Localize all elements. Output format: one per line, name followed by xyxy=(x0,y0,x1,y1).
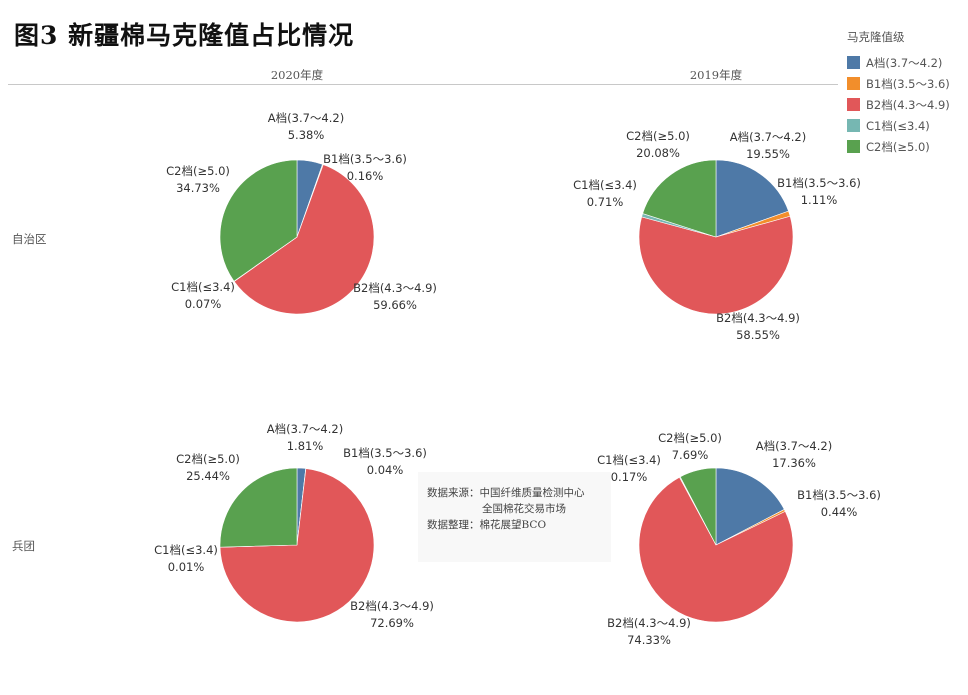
slice-category-label: C1档(≤3.4) xyxy=(573,178,637,192)
legend-label: B2档(4.3～4.9) xyxy=(866,97,950,112)
slice-category-label: B1档(3.5～3.6) xyxy=(343,446,427,460)
slice-category-label: B2档(4.3～4.9) xyxy=(716,311,800,325)
slice-value-label: 0.17% xyxy=(611,470,648,484)
column-header-2020: 2020年度 xyxy=(270,68,324,82)
slice-category-label: C2档(≥5.0) xyxy=(166,164,230,178)
row-header-corps: 兵团 xyxy=(12,539,35,553)
slice-category-label: B2档(4.3～4.9) xyxy=(353,281,437,295)
slice-value-label: 1.11% xyxy=(801,193,838,207)
pie-slice[interactable] xyxy=(679,467,717,546)
slice-category-label: C1档(≤3.4) xyxy=(597,453,661,467)
legend-swatch xyxy=(847,56,860,69)
slice-value-label: 5.38% xyxy=(288,128,325,142)
slice-category-label: A档(3.7～4.2) xyxy=(756,439,832,453)
slice-value-label: 20.08% xyxy=(636,146,680,160)
slice-value-label: 58.55% xyxy=(736,328,780,342)
pie-slice[interactable] xyxy=(219,159,298,282)
legend-item-c1[interactable]: C1档(≤3.4) xyxy=(847,115,950,136)
pie-slice[interactable] xyxy=(233,164,375,315)
slice-value-label: 59.66% xyxy=(373,298,417,312)
slice-category-label: B1档(3.5～3.6) xyxy=(323,152,407,166)
slice-category-label: B1档(3.5～3.6) xyxy=(797,488,881,502)
legend: 马克隆值级 A档(3.7～4.2) B1档(3.5～3.6) B2档(4.3～4… xyxy=(847,29,950,157)
header-divider xyxy=(8,84,838,85)
slice-category-label: C1档(≤3.4) xyxy=(154,543,218,557)
slice-category-label: C2档(≥5.0) xyxy=(658,431,722,445)
legend-item-b2[interactable]: B2档(4.3～4.9) xyxy=(847,94,950,115)
legend-swatch xyxy=(847,119,860,132)
slice-value-label: 17.36% xyxy=(772,456,816,470)
slice-value-label: 34.73% xyxy=(176,181,220,195)
slice-category-label: B2档(4.3～4.9) xyxy=(607,616,691,630)
slice-value-label: 0.04% xyxy=(367,463,404,477)
slice-value-label: 0.16% xyxy=(347,169,384,183)
slice-value-label: 74.33% xyxy=(627,633,671,647)
slice-category-label: C1档(≤3.4) xyxy=(171,280,235,294)
legend-item-c2[interactable]: C2档(≥5.0) xyxy=(847,136,950,157)
slice-category-label: A档(3.7～4.2) xyxy=(267,422,343,436)
chart-title: 图3 新疆棉马克隆值占比情况 xyxy=(14,21,355,50)
slice-value-label: 25.44% xyxy=(186,469,230,483)
source-note: 数据来源：中国纤维质量检测中心 全国棉花交易市场 数据整理：棉花展望BCO xyxy=(418,472,611,562)
slice-value-label: 1.81% xyxy=(287,439,324,453)
slice-category-label: C2档(≥5.0) xyxy=(626,129,690,143)
legend-label: A档(3.7～4.2) xyxy=(866,55,943,70)
slice-value-label: 0.71% xyxy=(587,195,624,209)
legend-item-b1[interactable]: B1档(3.5～3.6) xyxy=(847,73,950,94)
slice-category-label: C2档(≥5.0) xyxy=(176,452,240,466)
slice-value-label: 19.55% xyxy=(746,147,790,161)
slice-category-label: B1档(3.5～3.6) xyxy=(777,176,861,190)
note-source-2: 全国棉花交易市场 xyxy=(482,503,566,515)
row-header-region: 自治区 xyxy=(12,232,47,246)
legend-swatch xyxy=(847,140,860,153)
note-compiler: 数据整理：棉花展望BCO xyxy=(427,519,547,531)
slice-category-label: B2档(4.3～4.9) xyxy=(350,599,434,613)
pie-slice[interactable] xyxy=(638,476,794,623)
legend-item-a[interactable]: A档(3.7～4.2) xyxy=(847,52,950,73)
slice-category-label: A档(3.7～4.2) xyxy=(268,111,344,125)
note-source: 数据来源：中国纤维质量检测中心 xyxy=(427,487,585,499)
legend-title: 马克隆值级 xyxy=(847,30,905,44)
pie-slice[interactable] xyxy=(638,215,794,315)
slice-value-label: 0.07% xyxy=(185,297,222,311)
legend-label: C1档(≤3.4) xyxy=(866,118,930,133)
pie-slice[interactable] xyxy=(715,159,789,238)
slice-value-label: 0.01% xyxy=(168,560,205,574)
pie-slice[interactable] xyxy=(715,467,785,546)
slice-value-label: 72.69% xyxy=(370,616,414,630)
legend-label: C2档(≥5.0) xyxy=(866,139,930,154)
legend-label: B1档(3.5～3.6) xyxy=(866,76,950,91)
column-header-2019: 2019年度 xyxy=(689,68,743,82)
legend-swatch xyxy=(847,77,860,90)
slice-value-label: 0.44% xyxy=(821,505,858,519)
slice-value-label: 7.69% xyxy=(672,448,709,462)
pie-slice[interactable] xyxy=(642,159,717,238)
legend-swatch xyxy=(847,98,860,111)
pie-slice[interactable] xyxy=(219,467,298,548)
slice-category-label: A档(3.7～4.2) xyxy=(730,130,806,144)
